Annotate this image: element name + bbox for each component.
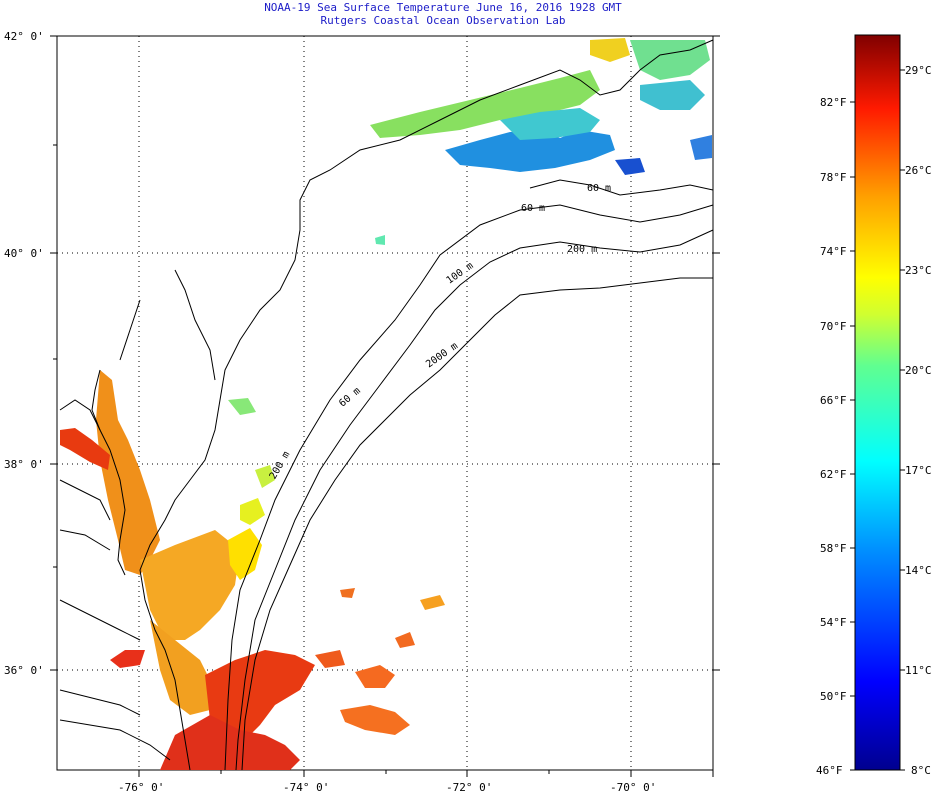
colorbar-label-f: 70°F: [820, 320, 847, 333]
colorbar-label-c: 23°C: [905, 264, 932, 277]
colorbar-label-c: 11°C: [905, 664, 932, 677]
lon-label-70: -70° 0': [610, 781, 657, 794]
lat-label-38: 38° 0': [4, 458, 44, 471]
lat-label-42: 42° 0': [4, 30, 44, 43]
coastline: [59, 39, 714, 771]
contour-label: 200 m: [567, 244, 598, 255]
contour-label: 60 m: [587, 183, 612, 194]
colorbar-label-c: 17°C: [905, 464, 932, 477]
lon-label-72: -72° 0': [446, 781, 493, 794]
colorbar-label-c: 20°C: [905, 364, 932, 377]
lon-label-76: -76° 0': [118, 781, 165, 794]
sst-patches: [60, 38, 712, 770]
colorbar-label-f: 78°F: [820, 171, 847, 184]
map-title: NOAA-19 Sea Surface Temperature June 16,…: [264, 1, 622, 14]
bathymetry-contours: [224, 179, 714, 771]
colorbar-label-f: 46°F: [816, 764, 843, 777]
colorbar-label-c: 14°C: [905, 564, 932, 577]
colorbar-label-f: 54°F: [820, 616, 847, 629]
lat-label-36: 36° 0': [4, 664, 44, 677]
lon-label-74: -74° 0': [283, 781, 330, 794]
colorbar-ticks: [850, 69, 905, 771]
map-subtitle: Rutgers Coastal Ocean Observation Lab: [320, 14, 566, 27]
colorbar-label-f: 62°F: [820, 468, 847, 481]
colorbar-label-f: 50°F: [820, 690, 847, 703]
colorbar-label-f: 58°F: [820, 542, 847, 555]
colorbar-label-c: 29°C: [905, 64, 932, 77]
colorbar-label-f: 66°F: [820, 394, 847, 407]
axis-ticks: [50, 35, 720, 777]
colorbar-label-c: 26°C: [905, 164, 932, 177]
colorbar-label-f: 74°F: [820, 245, 847, 258]
contour-label: 60 m: [521, 203, 546, 214]
lat-label-40: 40° 0': [4, 247, 44, 260]
map-frame: [56, 35, 714, 771]
colorbar: [854, 34, 901, 771]
colorbar-label-f: 82°F: [820, 96, 847, 109]
colorbar-label-c: 8°C: [911, 764, 931, 777]
